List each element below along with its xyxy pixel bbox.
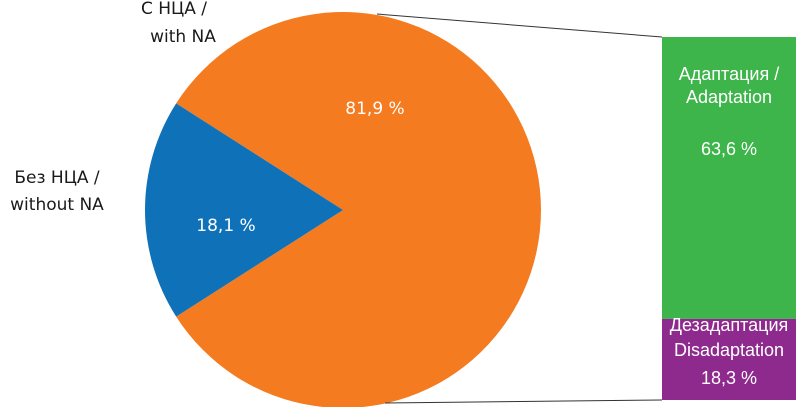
connector-bottom [384, 399, 663, 404]
segment-label-disadaptation-line2: Disadaptation [674, 340, 784, 360]
pie-chart [145, 12, 541, 407]
pie-slice-with-na [176, 12, 541, 407]
connector-top [376, 13, 663, 38]
segment-label-disadaptation-line1: Дезадаптация [670, 315, 789, 335]
slice-value-without-na: 18,1 % [196, 216, 255, 236]
slice-label-without-na-line2: without NA [10, 195, 104, 215]
slice-label-with-na-line1: С НЦА / [141, 0, 207, 19]
segment-label-adaptation-line2: Adaptation [686, 87, 772, 107]
connector-lines [376, 13, 663, 404]
segment-value-adaptation: 63,6 % [701, 139, 757, 159]
slice-label-with-na-line2: with NA [150, 27, 216, 47]
slice-label-without-na-line1: Без НЦА / [14, 168, 100, 188]
bar-segment-adaptation [662, 37, 796, 319]
segment-value-disadaptation: 18,3 % [701, 368, 757, 388]
segment-label-adaptation-line1: Адаптация / [679, 64, 779, 84]
stacked-bar [662, 37, 796, 400]
slice-value-with-na: 81,9 % [345, 99, 404, 119]
pie-slice-without-na [145, 103, 343, 317]
bar-segment-disadaptation [662, 318, 796, 400]
